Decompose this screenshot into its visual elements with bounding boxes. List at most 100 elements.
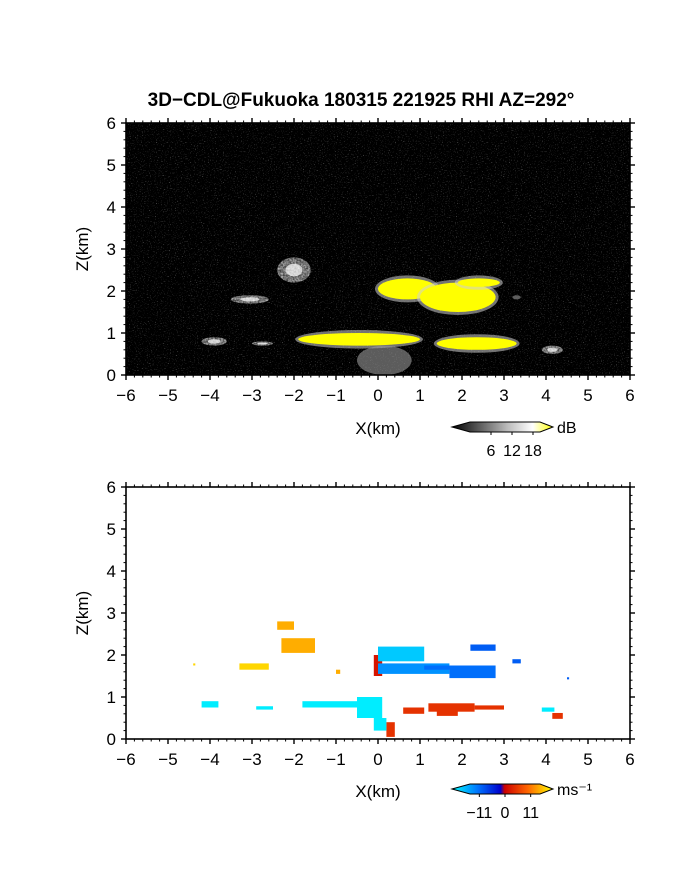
velocity-echo [378,663,450,674]
velocity-echo [336,669,341,674]
reflectivity-x-tick-label: 0 [373,386,382,405]
velocity-echo [357,697,383,718]
velocity-x-tick-label: 4 [541,750,550,769]
reflectivity-y-tick-label: 3 [107,240,116,259]
velocity-echo [378,646,425,662]
velocity-x-axis-label: X(km) [355,782,400,801]
velocity-y-tick-label: 0 [107,730,116,749]
reflectivity-x-tick-label: −3 [242,386,261,405]
reflectivity-colorbar-tick-label: 12 [503,443,521,460]
reflectivity-x-tick-label: 3 [499,386,508,405]
velocity-x-tick-label: −2 [284,750,303,769]
velocity-colorbar-bar [450,783,555,795]
reflectivity-x-tick-label: −4 [200,386,219,405]
reflectivity-echo [295,330,423,349]
velocity-echo [239,663,269,670]
reflectivity-y-axis-label: Z(km) [73,227,92,271]
velocity-echo [541,707,555,712]
velocity-colorbar: −11 0 11 ms⁻¹ [450,782,592,822]
reflectivity-echo [433,334,520,353]
reflectivity-x-tick-label: −5 [158,386,177,405]
reflectivity-echo [277,257,311,283]
reflectivity-colorbar-tick-label: 18 [524,443,542,460]
reflectivity-colorbar-unit: dB [557,420,577,437]
velocity-axes: −6 −5 −4 −3 −2 −1 0 1 2 3 4 5 6 0 1 2 3 4 5 6 [107,478,635,769]
velocity-echo [552,712,563,719]
reflectivity-x-tick-label: −2 [284,386,303,405]
velocity-echo [403,707,425,714]
velocity-y-tick-label: 5 [107,520,116,539]
reflectivity-y-tick-label: 2 [107,282,116,301]
velocity-x-tick-label: −4 [200,750,219,769]
velocity-y-tick-label: 4 [107,562,116,581]
velocity-x-tick-label: 6 [625,750,634,769]
velocity-x-tick-label: −1 [326,750,345,769]
velocity-y-tick-label: 6 [107,478,116,497]
reflectivity-y-tick-label: 4 [107,198,116,217]
velocity-x-tick-label: −6 [116,750,135,769]
reflectivity-x-tick-label: 4 [541,386,550,405]
reflectivity-colorbar: 6 12 18 dB [450,420,577,460]
reflectivity-x-tick-label: 6 [625,386,634,405]
reflectivity-x-tick-label: 5 [583,386,592,405]
velocity-x-tick-label: −3 [242,750,261,769]
velocity-echo [193,663,196,666]
reflectivity-echo [454,275,503,290]
velocity-echo [302,701,357,708]
velocity-echo [436,709,458,716]
reflectivity-x-tick-label: −6 [116,386,135,405]
reflectivity-axes: −6 −5 −4 −3 −2 −1 0 1 2 3 4 5 6 0 1 2 3 4 5 6 [107,114,635,405]
reflectivity-colorbar-ticks: 6 12 18 [487,432,542,460]
velocity-echo [470,644,496,651]
velocity-echo [386,722,395,737]
velocity-colorbar-tick-label: 0 [501,805,510,822]
velocity-y-tick-label: 1 [107,688,116,707]
velocity-y-axis-label: Z(km) [73,591,92,635]
velocity-panel: −6 −5 −4 −3 −2 −1 0 1 2 3 4 5 6 0 1 2 3 4 5 6 X(km) Z(km) −… [73,478,635,822]
velocity-x-tick-label: 5 [583,750,592,769]
chart-title: 3D−CDL@Fukuoka 180315 221925 RHI AZ=292° [148,90,575,111]
velocity-echo [256,706,273,710]
velocity-colorbar-unit: ms⁻¹ [557,782,592,799]
velocity-x-tick-label: 3 [499,750,508,769]
reflectivity-echo [512,295,521,300]
reflectivity-echo [201,337,227,346]
velocity-y-tick-label: 2 [107,646,116,665]
reflectivity-x-axis-label: X(km) [355,419,400,438]
reflectivity-x-tick-label: 1 [415,386,424,405]
velocity-colorbar-tick-label: 11 [522,805,539,822]
velocity-echo [281,638,315,653]
reflectivity-echoes [201,257,563,375]
velocity-echo [449,665,496,679]
velocity-echo [424,665,454,670]
reflectivity-x-tick-label: −1 [326,386,345,405]
reflectivity-colorbar-bar [450,421,555,433]
reflectivity-echo [357,345,412,375]
velocity-colorbar-ticks: −11 0 11 [466,794,539,822]
velocity-echo [428,703,475,712]
velocity-x-tick-label: −5 [158,750,177,769]
velocity-echo [373,718,387,731]
velocity-y-tick-label: 3 [107,604,116,623]
reflectivity-y-tick-label: 6 [107,114,116,133]
velocity-echo [201,701,219,708]
reflectivity-echo [252,341,273,346]
reflectivity-echo [231,295,269,304]
reflectivity-echo [541,345,563,354]
reflectivity-y-tick-label: 0 [107,366,116,385]
velocity-x-tick-label: 1 [415,750,424,769]
reflectivity-y-tick-label: 5 [107,156,116,175]
reflectivity-x-tick-label: 2 [457,386,466,405]
velocity-echo [277,621,294,630]
velocity-echo [512,659,521,664]
velocity-x-tick-label: 0 [373,750,382,769]
velocity-echo [567,677,570,680]
velocity-x-tick-label: 2 [457,750,466,769]
velocity-echo [474,705,504,710]
reflectivity-colorbar-tick-label: 6 [487,443,496,460]
reflectivity-y-tick-label: 1 [107,324,116,343]
velocity-echoes [193,621,570,737]
velocity-colorbar-tick-label: −11 [466,805,492,822]
